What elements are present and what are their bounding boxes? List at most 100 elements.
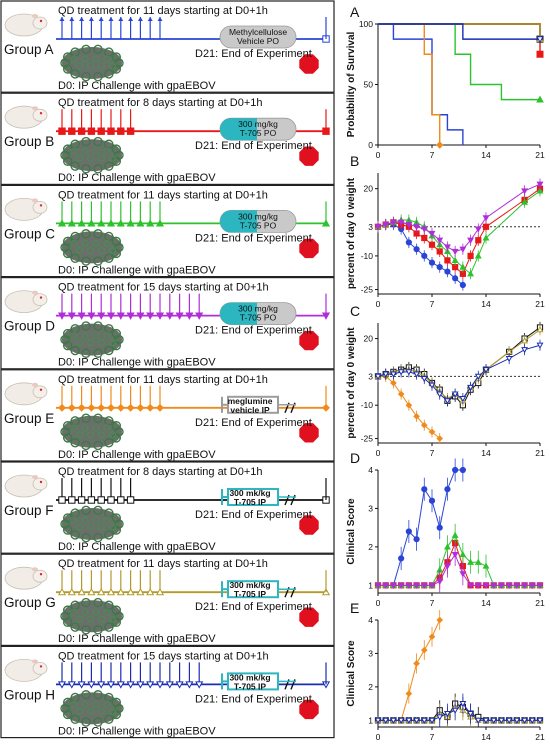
syringe-icon bbox=[221, 580, 296, 599]
guinea-pig-head bbox=[32, 477, 48, 491]
treatment-text: QD treatment for 11 days starting at D0+… bbox=[58, 189, 268, 201]
series-line bbox=[378, 23, 441, 145]
virus-filament bbox=[70, 239, 78, 247]
series-point bbox=[474, 582, 482, 589]
series-point bbox=[467, 384, 475, 392]
virus-filament bbox=[93, 717, 103, 727]
y-tick-label: 100 bbox=[359, 19, 373, 29]
group-label: Group E bbox=[4, 411, 54, 426]
series-point bbox=[405, 528, 412, 535]
series-point bbox=[513, 582, 521, 589]
virus-filament bbox=[60, 611, 70, 621]
series-point bbox=[436, 237, 444, 244]
virus-filament bbox=[97, 62, 106, 70]
group-label: Group H bbox=[4, 687, 55, 702]
guinea-pig-eye bbox=[39, 665, 43, 668]
virus-filament bbox=[108, 246, 117, 254]
dose-arrow bbox=[79, 17, 85, 21]
guinea-pig-eye bbox=[39, 112, 43, 115]
series-point bbox=[405, 221, 413, 229]
x-tick-label: 14 bbox=[481, 598, 491, 608]
panel-border bbox=[0, 461, 335, 554]
series-point bbox=[428, 717, 436, 724]
series-group-h bbox=[374, 693, 544, 727]
series-point bbox=[421, 486, 428, 493]
series-point bbox=[536, 181, 544, 188]
dose-marker bbox=[87, 219, 96, 227]
y-tick-label: -25 bbox=[361, 434, 374, 444]
pill-body bbox=[219, 25, 297, 49]
dose-marker bbox=[146, 403, 155, 412]
virus-filament bbox=[81, 597, 91, 608]
y-tick-label: 1 bbox=[368, 580, 373, 590]
series-point bbox=[428, 633, 436, 641]
virus-filament bbox=[81, 424, 89, 432]
virus-filament bbox=[62, 525, 73, 535]
series-point bbox=[474, 558, 482, 565]
series-point bbox=[413, 413, 420, 420]
dose-arrow bbox=[128, 17, 134, 21]
dose-marker bbox=[87, 496, 96, 504]
dose-marker bbox=[87, 681, 96, 689]
virus-filament bbox=[81, 44, 91, 55]
series-point bbox=[467, 558, 475, 565]
x-tick-label: 0 bbox=[376, 150, 381, 160]
series-point bbox=[389, 582, 397, 589]
panel-border bbox=[0, 553, 335, 647]
virus-filament bbox=[70, 147, 78, 155]
series-point bbox=[459, 263, 467, 270]
dose-marker bbox=[156, 403, 164, 412]
series-point bbox=[397, 219, 405, 226]
series-point bbox=[451, 256, 459, 263]
virus-filament bbox=[75, 431, 84, 439]
virus-filament bbox=[93, 597, 103, 608]
virus-filament bbox=[114, 242, 124, 253]
series-point bbox=[459, 701, 467, 708]
dose-marker bbox=[97, 312, 106, 320]
series-point bbox=[467, 582, 475, 589]
y-tick-label: 3 bbox=[368, 222, 373, 232]
virus-filament bbox=[111, 697, 122, 708]
series-group-a bbox=[378, 23, 464, 145]
virus-filament bbox=[104, 438, 114, 448]
y-tick-label: -10 bbox=[361, 400, 374, 410]
x-tick-label: 21 bbox=[535, 299, 545, 309]
virus-filament bbox=[92, 332, 100, 340]
virus-filament bbox=[93, 321, 103, 331]
virus-filament bbox=[75, 246, 84, 254]
syringe-icon bbox=[221, 672, 296, 691]
virus-filament bbox=[86, 615, 95, 623]
pill-icon bbox=[219, 209, 297, 233]
series-point bbox=[420, 717, 428, 724]
virus-filament bbox=[93, 532, 103, 543]
y-tick-label: 3 bbox=[368, 371, 373, 381]
drug-label: 300 mg/kg bbox=[238, 304, 278, 314]
treatment-text: QD treatment for 11 days starting at D0+… bbox=[58, 5, 268, 17]
y-tick-label: -10 bbox=[361, 251, 374, 261]
guinea-pig-ear bbox=[32, 290, 38, 295]
virus-filament bbox=[70, 345, 80, 356]
dose-marker bbox=[136, 681, 145, 689]
dose-arrow bbox=[118, 17, 124, 21]
virus-filament bbox=[75, 523, 84, 531]
series-point bbox=[482, 223, 490, 230]
virus-filament bbox=[81, 332, 89, 340]
treatment-text: QD treatment for 8 days starting at D0+1… bbox=[58, 466, 263, 478]
virus-filament bbox=[111, 421, 122, 431]
y-tick-label: 4 bbox=[368, 465, 373, 475]
guinea-pig-head bbox=[32, 16, 48, 30]
virus-filament bbox=[86, 154, 95, 162]
virus-filament bbox=[111, 513, 122, 523]
x-tick-label: 14 bbox=[481, 732, 491, 742]
series-point bbox=[398, 555, 405, 562]
virus-filament bbox=[97, 523, 106, 531]
series-point bbox=[451, 248, 459, 256]
guinea-pig-head bbox=[32, 108, 48, 122]
series-point bbox=[444, 486, 451, 493]
series-point bbox=[474, 373, 482, 380]
virus-filament bbox=[70, 332, 78, 340]
virus-filament bbox=[93, 690, 103, 700]
virus-filament bbox=[103, 700, 111, 709]
dose-marker bbox=[117, 496, 125, 504]
guinea-pig-head bbox=[32, 385, 48, 399]
